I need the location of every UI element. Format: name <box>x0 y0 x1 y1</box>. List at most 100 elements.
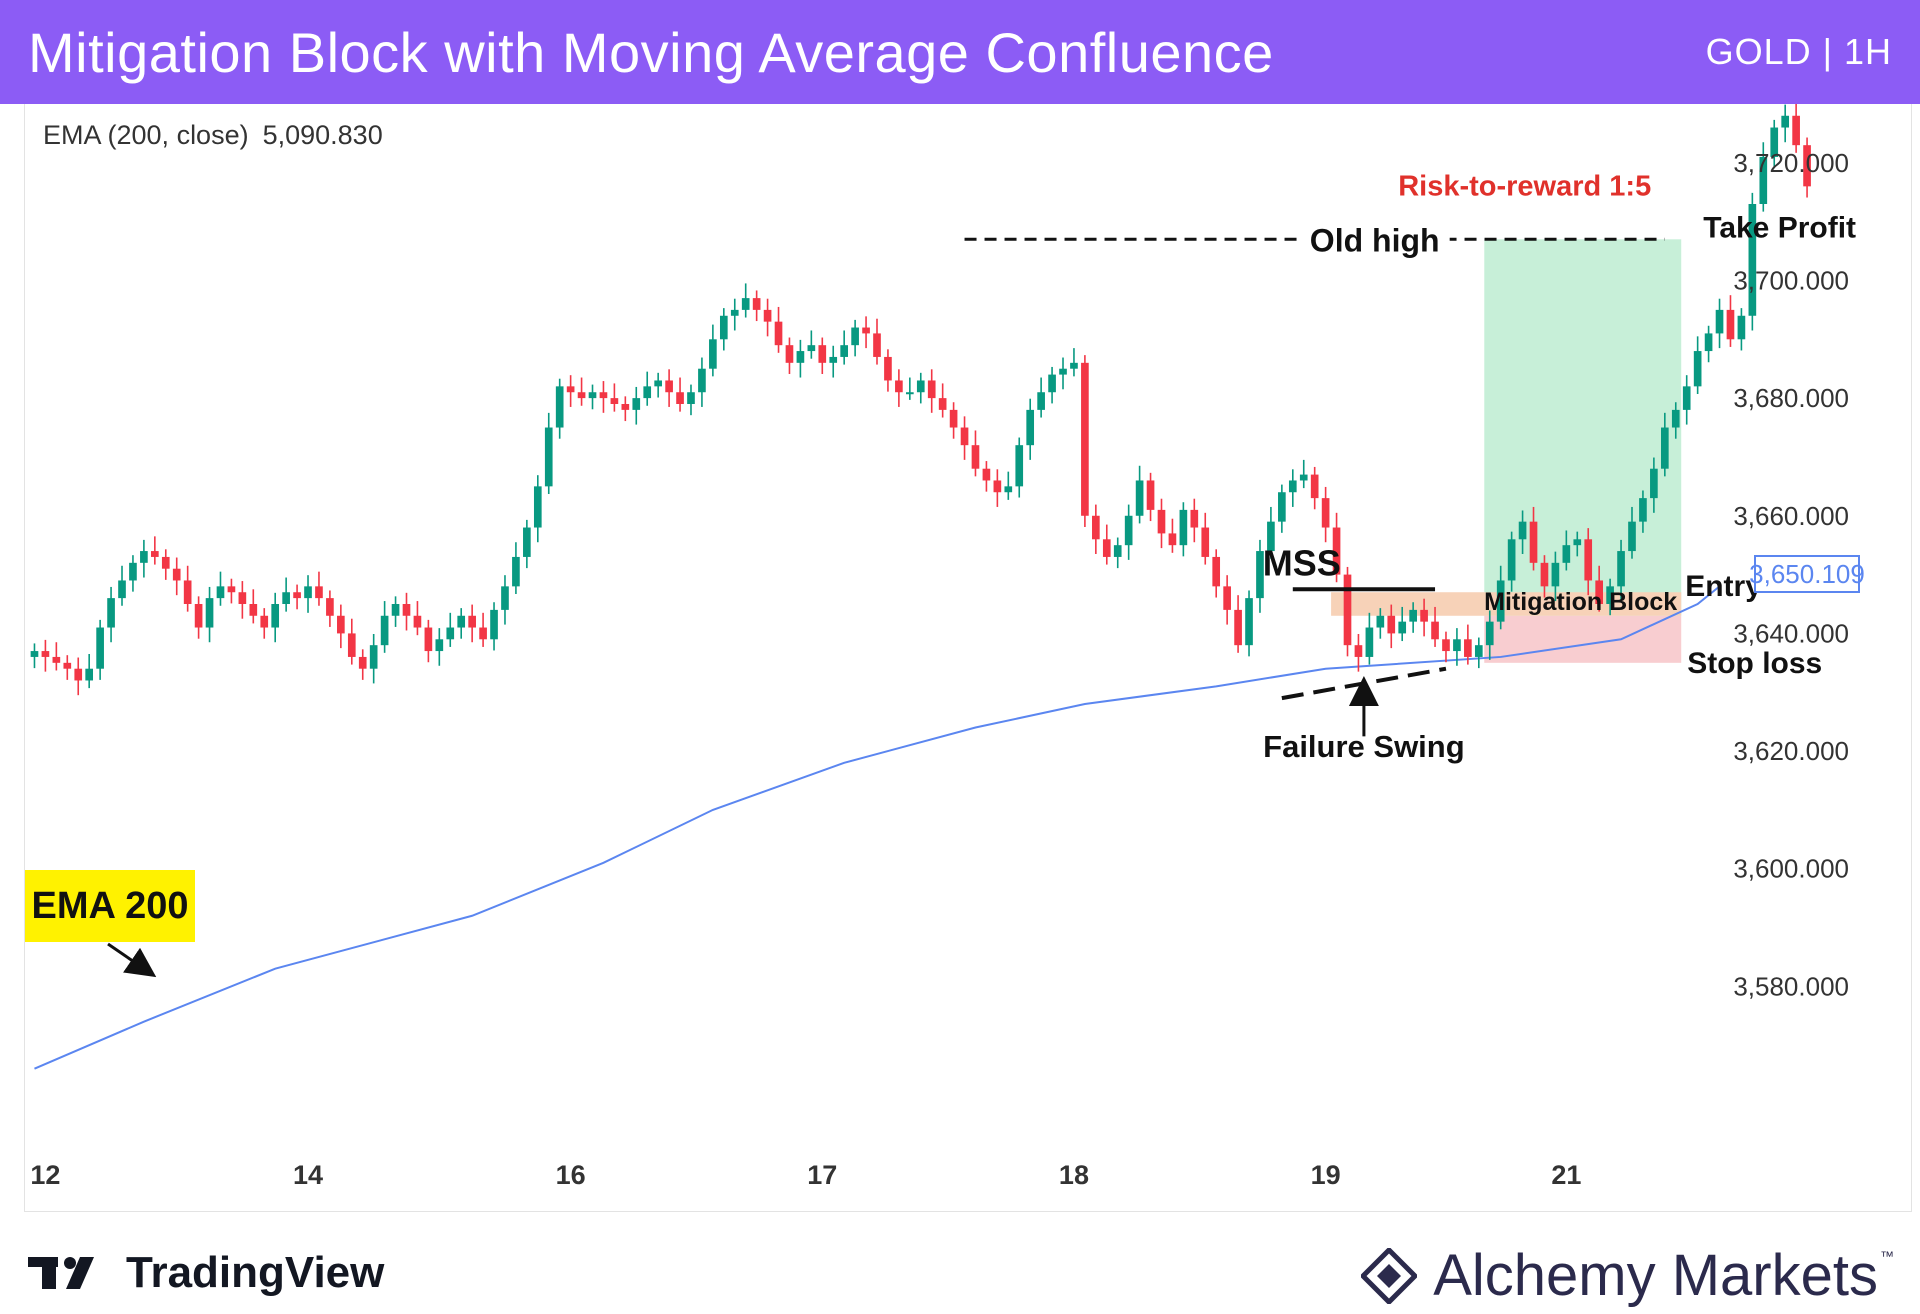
candle <box>1245 590 1253 657</box>
candle <box>194 596 203 639</box>
candle-body <box>927 380 936 399</box>
x-tick-label: 19 <box>1311 1160 1341 1190</box>
y-tick-label: 3,680.000 <box>1733 383 1849 413</box>
candle-body <box>1540 562 1549 587</box>
x-tick-label: 12 <box>30 1160 60 1190</box>
candle <box>1464 624 1472 665</box>
candle-body <box>785 345 794 363</box>
candle-body <box>1179 509 1188 546</box>
candle <box>205 586 214 643</box>
candle-body <box>971 445 980 469</box>
candle-body <box>1081 362 1089 516</box>
candle <box>1781 104 1790 143</box>
candle <box>315 571 323 606</box>
candle-body <box>741 298 750 310</box>
candle <box>884 349 892 392</box>
x-tick-label: 17 <box>807 1160 837 1190</box>
alchemy-wordmark: Alchemy Markets <box>1433 1243 1878 1308</box>
candle <box>763 298 772 337</box>
current-price-label: 3,650.109 <box>1749 559 1865 589</box>
candle-body <box>938 398 947 410</box>
y-tick-label: 3,620.000 <box>1733 736 1849 766</box>
candle-body <box>1354 645 1363 657</box>
candle-body <box>665 380 673 393</box>
candle <box>698 357 706 407</box>
candle <box>1332 512 1341 583</box>
y-tick-label: 3,700.000 <box>1733 265 1849 295</box>
candle-body <box>326 598 334 616</box>
candle <box>446 612 455 647</box>
candle-body <box>654 380 662 387</box>
candle-body <box>895 380 903 393</box>
candle <box>709 324 717 377</box>
candle-body <box>1124 515 1133 546</box>
alchemy-diamond-icon <box>1361 1247 1418 1304</box>
candle <box>227 578 236 604</box>
candle <box>161 549 170 580</box>
candle <box>588 384 597 410</box>
candle-body <box>1464 639 1472 657</box>
y-tick-label: 3,660.000 <box>1733 501 1849 531</box>
candle-body <box>1299 474 1308 481</box>
candle <box>380 601 389 653</box>
y-tick-label: 3,580.000 <box>1733 971 1849 1001</box>
candle <box>687 384 695 416</box>
candle-body <box>829 356 838 363</box>
candle-body <box>1365 627 1374 657</box>
old-high-label-bg <box>1299 217 1450 262</box>
candle-body <box>457 615 466 628</box>
candle <box>1321 486 1330 543</box>
tradingview-mark-icon <box>28 1253 108 1293</box>
candle-body <box>1245 598 1253 646</box>
candle <box>1004 471 1013 500</box>
ema-200-line <box>34 585 1721 1070</box>
candle <box>1124 504 1133 560</box>
candle-body <box>512 556 520 587</box>
candle <box>369 634 378 684</box>
candle-body <box>873 333 881 357</box>
candle <box>927 369 936 413</box>
candle-body <box>238 592 247 604</box>
current-price-tag: 3,650.109 <box>1749 555 1865 593</box>
candle-body <box>1135 480 1144 516</box>
candle <box>282 577 290 612</box>
candle <box>1518 510 1527 554</box>
candle-body <box>85 668 94 681</box>
candle <box>1343 566 1352 657</box>
mitigation-block-zone <box>1331 592 1682 616</box>
candle-body <box>194 604 203 628</box>
page-title: Mitigation Block with Moving Average Con… <box>28 20 1274 84</box>
candle-body <box>1573 539 1582 546</box>
candle <box>172 557 181 596</box>
candle-body <box>796 351 805 363</box>
candle <box>1212 549 1221 598</box>
candle <box>851 319 859 357</box>
candle <box>271 592 280 643</box>
candle <box>63 655 72 680</box>
candle-body <box>490 609 498 640</box>
candle <box>1584 528 1593 596</box>
candle-body <box>1431 621 1439 640</box>
take-profit-label: Take Profit <box>1703 211 1856 244</box>
candle-body <box>1584 539 1593 581</box>
candle-body <box>719 315 728 340</box>
candle <box>577 377 586 406</box>
candle-body <box>74 668 83 681</box>
candle-body <box>227 586 236 593</box>
candle-body <box>151 551 159 557</box>
candle <box>1387 604 1396 649</box>
candle-body <box>282 592 290 604</box>
candle <box>1442 631 1450 663</box>
y-axis: 3,720.000 3,700.000 3,680.000 3,660.000 3,64… <box>1733 148 1865 1002</box>
candle <box>1540 555 1549 598</box>
candlestick-chart: Old high MSS Mitigation Block Entry Stop los… <box>25 104 1865 1190</box>
candle <box>654 372 662 398</box>
candle-body <box>621 404 630 410</box>
candle <box>30 643 39 669</box>
ema-line-layer <box>34 585 1721 1070</box>
candle <box>621 396 630 422</box>
candle-body <box>1551 562 1560 587</box>
candle-body <box>402 604 411 616</box>
candle <box>1606 578 1614 616</box>
title-bar: Mitigation Block with Moving Average Con… <box>0 0 1920 104</box>
